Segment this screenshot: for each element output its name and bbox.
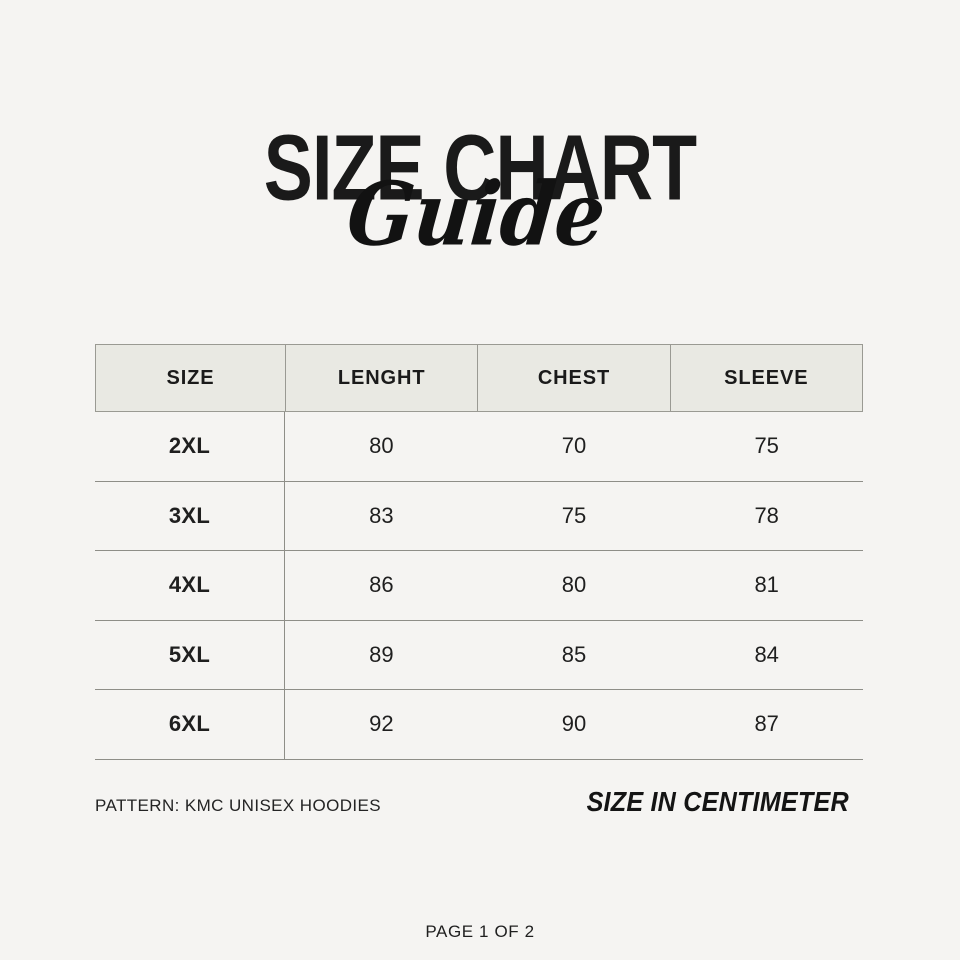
cell-lenght: 80 [369, 433, 394, 459]
pattern-note: PATTERN: KMC UNISEX HOODIES [95, 796, 381, 815]
cell-lenght: 83 [369, 502, 394, 528]
page-indicator: PAGE 1 OF 2 [425, 922, 535, 941]
cell-chest: 70 [561, 433, 587, 459]
cell-sleeve: 81 [754, 572, 779, 598]
cell-size: 2XL [95, 412, 285, 481]
cell-sleeve: 84 [754, 641, 779, 667]
column-header-sleeve: SLEEVE [724, 366, 809, 389]
page-title-script: Guide [343, 163, 610, 266]
cell-lenght: 92 [369, 711, 394, 737]
cell-chest: 85 [561, 641, 587, 667]
cell-lenght: 86 [369, 572, 394, 598]
cell-sleeve: 87 [754, 711, 779, 737]
table-header-row: SIZE LENGHT CHEST SLEEVE [95, 344, 863, 412]
table-row: 3XL 83 75 78 [95, 481, 863, 551]
column-header-chest: CHEST [478, 345, 671, 411]
table-row: 4XL 86 80 81 [95, 551, 863, 621]
page-title: SIZE CHART [263, 116, 697, 220]
title-block: SIZE CHART Guide [0, 116, 960, 322]
cell-lenght: 89 [369, 641, 394, 667]
table-footer: PATTERN: KMC UNISEX HOODIES SIZE IN CENT… [95, 786, 863, 818]
cell-size: 6XL [95, 690, 285, 759]
table-row: 5XL 89 85 84 [95, 620, 863, 690]
cell-size: 4XL [95, 551, 285, 620]
column-header-size: SIZE [96, 345, 286, 411]
table-row: 6XL 92 90 87 [95, 690, 863, 760]
cell-size: 5XL [95, 620, 285, 689]
cell-sleeve: 75 [754, 433, 779, 459]
cell-chest: 75 [561, 502, 587, 528]
cell-size: 3XL [95, 481, 285, 550]
size-chart-table: SIZE LENGHT CHEST SLEEVE 2XL 80 70 75 3X… [95, 344, 863, 760]
unit-note: SIZE IN CENTIMETER [586, 786, 849, 817]
cell-chest: 90 [561, 711, 587, 737]
cell-chest: 80 [561, 572, 587, 598]
column-header-lenght: LENGHT [286, 345, 479, 411]
cell-sleeve: 78 [754, 502, 779, 528]
table-row: 2XL 80 70 75 [95, 412, 863, 482]
